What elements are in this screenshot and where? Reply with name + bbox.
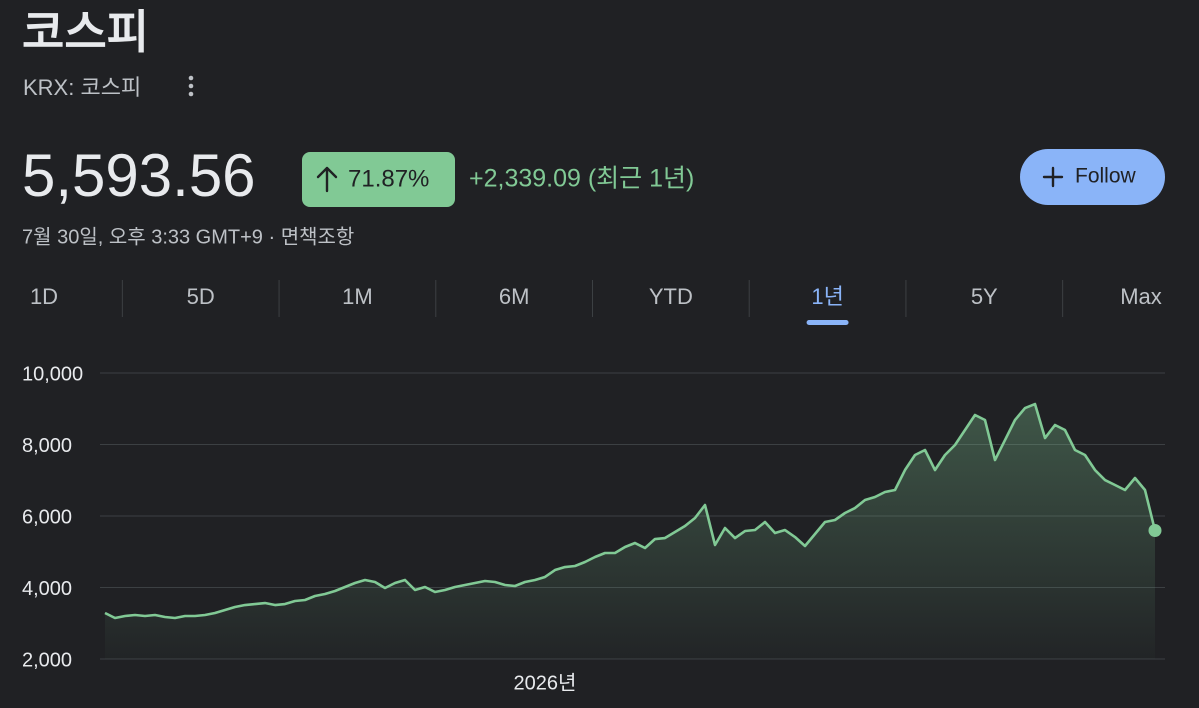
change-badge: 71.87% xyxy=(302,152,455,207)
y-tick-label: 2,000 xyxy=(22,649,72,671)
range-tab[interactable]: Max xyxy=(1120,284,1162,309)
change-percent: 71.87% xyxy=(348,165,429,192)
range-tab[interactable]: 6M xyxy=(499,284,530,309)
y-tick-label: 10,000 xyxy=(22,363,83,385)
range-tab[interactable]: 1M xyxy=(342,284,373,309)
x-tick-label: 2026년 xyxy=(514,671,577,694)
y-tick-label: 4,000 xyxy=(22,578,72,600)
price: 5,593.56 xyxy=(22,142,256,209)
more-menu[interactable] xyxy=(188,75,194,97)
range-tab-label: 6M xyxy=(499,284,530,309)
range-tab[interactable]: 1년 xyxy=(806,284,849,325)
line xyxy=(104,402,1157,620)
range-tab[interactable]: YTD xyxy=(649,284,693,309)
range-tab-label: 1M xyxy=(342,284,373,309)
chart: 2,000 4,000 6,000 8,000 10,000 2026년 xyxy=(22,363,1165,694)
range-tab-label: 5Y xyxy=(971,284,998,309)
last-point xyxy=(1148,524,1162,538)
range-tab-label: 5D xyxy=(187,284,215,309)
follow-label: Follow xyxy=(1075,165,1137,188)
range-tabs: 1D 5D 1M 6M YTD 1년 5Y Max xyxy=(30,280,1162,325)
range-tab-label: 1년 xyxy=(811,284,843,309)
follow-button[interactable]: Follow xyxy=(1020,149,1165,205)
range-tab[interactable]: 5D xyxy=(187,284,215,309)
range-tab-label: 1D xyxy=(30,284,58,309)
range-tab-label: YTD xyxy=(649,284,693,309)
change-value: +2,339.09 (최근 1년) xyxy=(469,165,694,193)
area xyxy=(105,404,1155,659)
range-tab[interactable]: 1D xyxy=(30,284,58,309)
timestamp: 7월 30일, 오후 3:33 GMT+9 · 면책조항 xyxy=(22,225,354,248)
range-tab-label: Max xyxy=(1120,284,1162,309)
y-tick-label: 8,000 xyxy=(22,435,72,457)
active-indicator xyxy=(806,320,849,325)
subtitle: KRX: 코스피 xyxy=(23,75,141,100)
y-tick-label: 6,000 xyxy=(22,506,72,528)
title: 코스피 xyxy=(22,6,149,58)
range-tab[interactable]: 5Y xyxy=(971,284,998,309)
